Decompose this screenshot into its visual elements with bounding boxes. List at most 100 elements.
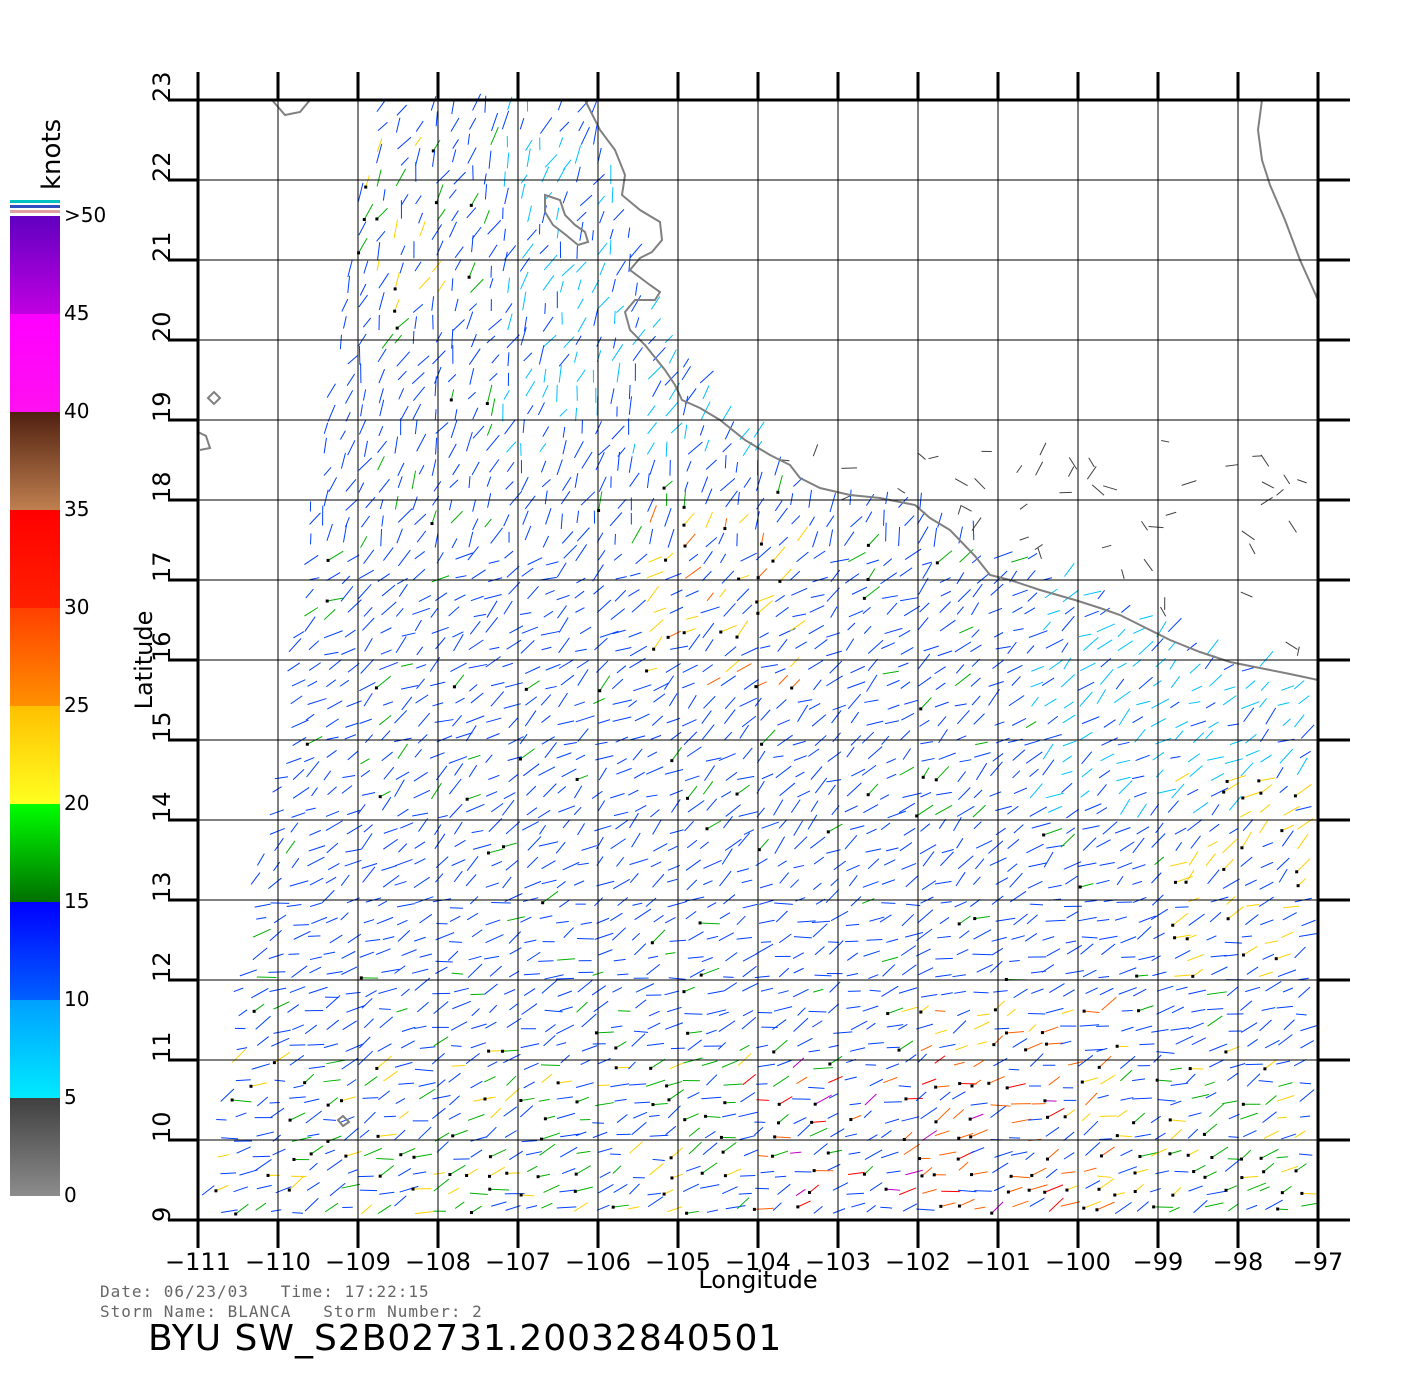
wind-vector	[633, 684, 652, 692]
wind-vector	[521, 1140, 538, 1143]
wind-vector	[363, 692, 373, 707]
wind-vector	[688, 553, 699, 562]
wind-vector	[396, 577, 408, 585]
wind-vector	[526, 229, 537, 241]
wind-vector	[472, 499, 477, 512]
wind-vector	[1297, 833, 1309, 850]
wind-vector	[597, 550, 606, 561]
rain-flag	[434, 201, 438, 205]
wind-vector	[465, 432, 473, 452]
rain-flag	[393, 287, 397, 291]
rain-flag	[721, 1150, 725, 1154]
wind-vector	[395, 771, 410, 780]
wind-vector	[507, 916, 525, 922]
wind-vector	[773, 755, 784, 758]
rain-flag	[1262, 1170, 1266, 1174]
wind-vector	[970, 1129, 988, 1138]
wind-vector	[1096, 1047, 1108, 1052]
wind-vector	[325, 1149, 336, 1155]
wind-vector	[1009, 959, 1020, 963]
wind-vector	[969, 1113, 984, 1120]
wind-vector	[1138, 676, 1153, 690]
rain-flag	[1171, 1193, 1175, 1197]
wind-vector	[721, 1186, 738, 1195]
wind-vector	[558, 659, 575, 669]
wind-vector	[561, 264, 575, 277]
wind-vector	[556, 920, 569, 924]
wind-vector	[465, 1052, 480, 1065]
wind-vector	[580, 1059, 591, 1065]
wind-vector	[613, 1183, 628, 1193]
wind-vector	[959, 1198, 975, 1207]
wind-vector	[887, 1007, 904, 1015]
wind-vector	[414, 619, 422, 632]
wind-vector	[773, 1039, 788, 1053]
wind-vector	[736, 620, 749, 638]
wind-vector	[581, 451, 593, 469]
wind-vector	[958, 787, 971, 801]
wind-vector	[797, 704, 809, 722]
wind-vector	[1097, 590, 1105, 600]
wind-vector	[363, 1111, 376, 1124]
wind-vector	[898, 1085, 912, 1088]
wind-vector	[634, 943, 647, 956]
wind-vector	[1077, 681, 1095, 691]
wind-vector	[326, 523, 333, 541]
wind-vector	[976, 964, 993, 973]
rain-flag	[364, 185, 368, 189]
rain-flag	[915, 814, 919, 818]
wind-vector	[1175, 772, 1190, 782]
wind-vector	[1013, 824, 1024, 834]
wind-vector	[905, 1169, 923, 1176]
wind-vector	[1174, 827, 1187, 835]
wind-vector	[995, 827, 1006, 836]
wind-vector	[383, 1115, 396, 1118]
wind-vector	[1171, 1006, 1185, 1014]
wind-vector	[451, 210, 459, 222]
wind-vector	[1116, 759, 1131, 764]
wind-vector	[271, 1037, 290, 1047]
wind-vector	[918, 653, 931, 669]
wind-vector	[1277, 1208, 1288, 1211]
wind-vector	[867, 639, 884, 654]
wind-vector	[489, 459, 500, 473]
wind-vector	[359, 951, 375, 958]
wind-vector	[327, 1097, 339, 1106]
wind-vector	[718, 932, 735, 942]
wind-vector	[543, 1184, 560, 1193]
wind-vector	[628, 789, 639, 796]
wind-vector	[647, 365, 662, 380]
wind-vector	[974, 915, 990, 920]
legend-band-40	[10, 314, 60, 412]
wind-vector	[448, 443, 457, 459]
wind-vector	[506, 441, 517, 453]
rain-flag	[934, 1120, 938, 1124]
lat-tick-label: 17	[148, 551, 176, 582]
wind-vector	[886, 1063, 900, 1070]
wind-vector	[1169, 861, 1187, 867]
wind-vector	[1187, 1149, 1199, 1156]
wind-vector	[416, 664, 427, 669]
wind-vector	[325, 718, 339, 728]
wind-vector	[396, 351, 411, 367]
wind-vector	[736, 784, 750, 795]
wind-vector	[724, 646, 737, 657]
wind-vector	[742, 965, 757, 978]
legend-tick-label: 35	[64, 497, 89, 521]
wind-vector	[612, 699, 633, 705]
wind-vector	[1258, 896, 1274, 907]
rain-flag	[1009, 1174, 1013, 1178]
wind-vector-land	[1035, 461, 1044, 476]
wind-vector	[957, 1009, 971, 1017]
wind-vector	[1245, 749, 1260, 757]
lat-tick-label: 20	[148, 311, 176, 342]
wind-vector	[614, 533, 616, 545]
wind-vector	[383, 766, 395, 780]
wind-vector	[524, 495, 536, 510]
wind-vector	[1187, 953, 1204, 962]
wind-vector	[1258, 971, 1273, 978]
wind-vector	[575, 261, 587, 273]
wind-vector	[647, 1192, 661, 1196]
wind-vector	[577, 823, 585, 836]
wind-vector	[452, 1129, 468, 1137]
